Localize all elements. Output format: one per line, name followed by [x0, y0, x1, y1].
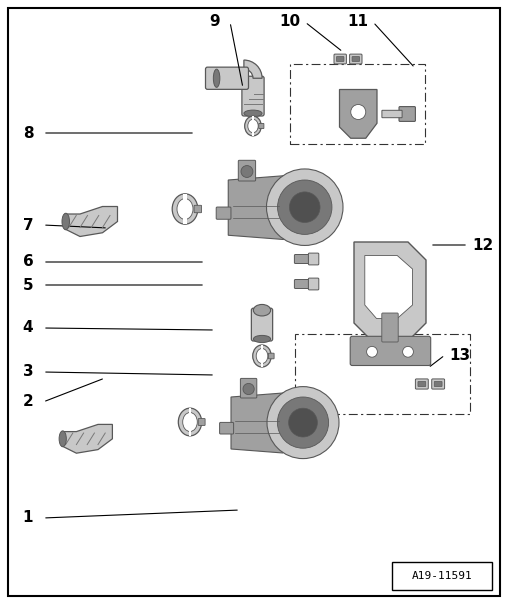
- FancyBboxPatch shape: [238, 160, 256, 181]
- FancyBboxPatch shape: [216, 207, 231, 219]
- Text: 2: 2: [23, 394, 34, 410]
- Text: 11: 11: [347, 14, 368, 30]
- FancyBboxPatch shape: [240, 378, 257, 398]
- Ellipse shape: [244, 110, 262, 117]
- Polygon shape: [365, 255, 412, 318]
- Text: 6: 6: [23, 254, 34, 269]
- FancyBboxPatch shape: [242, 76, 264, 116]
- Ellipse shape: [177, 199, 193, 219]
- Circle shape: [403, 347, 414, 357]
- Polygon shape: [65, 207, 117, 237]
- FancyBboxPatch shape: [382, 313, 398, 342]
- Circle shape: [289, 408, 318, 437]
- Wedge shape: [244, 60, 262, 79]
- FancyBboxPatch shape: [382, 111, 402, 118]
- FancyBboxPatch shape: [352, 57, 360, 62]
- FancyBboxPatch shape: [295, 254, 312, 263]
- Ellipse shape: [256, 349, 268, 364]
- Circle shape: [351, 104, 366, 120]
- Circle shape: [243, 384, 254, 394]
- FancyBboxPatch shape: [308, 253, 319, 265]
- Polygon shape: [252, 116, 254, 136]
- FancyBboxPatch shape: [194, 205, 202, 213]
- Bar: [392, 562, 492, 590]
- FancyBboxPatch shape: [418, 382, 426, 387]
- FancyBboxPatch shape: [350, 54, 362, 64]
- Ellipse shape: [213, 69, 220, 88]
- Text: 4: 4: [23, 321, 34, 335]
- Polygon shape: [183, 194, 186, 224]
- FancyBboxPatch shape: [336, 57, 344, 62]
- FancyBboxPatch shape: [206, 67, 248, 89]
- Text: 8: 8: [23, 126, 34, 141]
- Text: 7: 7: [23, 217, 34, 233]
- Polygon shape: [231, 393, 283, 453]
- Text: 12: 12: [472, 237, 494, 252]
- FancyBboxPatch shape: [416, 379, 428, 389]
- Text: 5: 5: [23, 277, 34, 292]
- Text: A19-11591: A19-11591: [411, 571, 472, 581]
- Ellipse shape: [245, 116, 261, 136]
- Ellipse shape: [248, 119, 258, 133]
- FancyBboxPatch shape: [350, 336, 431, 365]
- FancyBboxPatch shape: [399, 106, 416, 121]
- Ellipse shape: [253, 304, 271, 316]
- Ellipse shape: [178, 408, 202, 436]
- Polygon shape: [228, 176, 283, 240]
- Bar: [295, 334, 470, 414]
- FancyBboxPatch shape: [308, 278, 319, 290]
- Circle shape: [290, 192, 320, 222]
- Circle shape: [277, 397, 329, 448]
- Text: 13: 13: [450, 347, 470, 362]
- FancyBboxPatch shape: [251, 308, 273, 341]
- FancyBboxPatch shape: [432, 379, 444, 389]
- Circle shape: [277, 180, 332, 234]
- Ellipse shape: [252, 345, 271, 367]
- FancyBboxPatch shape: [259, 123, 264, 129]
- Circle shape: [267, 387, 339, 458]
- Ellipse shape: [59, 431, 67, 447]
- Text: 3: 3: [23, 364, 34, 379]
- FancyBboxPatch shape: [295, 280, 312, 289]
- Polygon shape: [62, 425, 112, 453]
- Polygon shape: [261, 345, 263, 367]
- Circle shape: [267, 169, 343, 245]
- Ellipse shape: [62, 213, 70, 230]
- Ellipse shape: [172, 194, 198, 224]
- Polygon shape: [354, 242, 426, 341]
- Text: 1: 1: [23, 510, 33, 525]
- Circle shape: [241, 165, 253, 178]
- FancyBboxPatch shape: [198, 419, 205, 425]
- FancyBboxPatch shape: [268, 353, 274, 359]
- FancyBboxPatch shape: [334, 54, 346, 64]
- Ellipse shape: [253, 335, 271, 342]
- Ellipse shape: [183, 413, 197, 431]
- FancyBboxPatch shape: [219, 422, 234, 434]
- FancyBboxPatch shape: [434, 382, 442, 387]
- Bar: [290, 64, 425, 144]
- Text: 9: 9: [210, 14, 220, 30]
- Polygon shape: [339, 89, 377, 138]
- Text: 10: 10: [279, 14, 301, 30]
- Circle shape: [367, 347, 377, 357]
- Polygon shape: [188, 408, 192, 436]
